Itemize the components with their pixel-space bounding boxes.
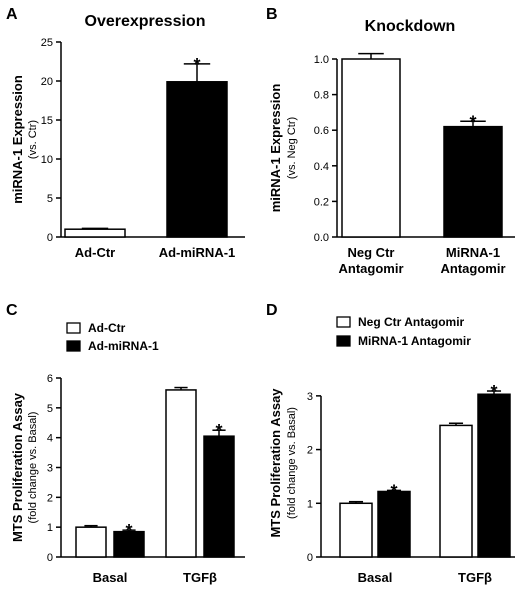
panel-a-y-label: miRNA-1 Expression: [10, 75, 25, 204]
panel-c-legend-label: Ad-Ctr: [88, 321, 126, 335]
panel-a-y-tick-label: 15: [41, 115, 53, 127]
panel-b-bar: [443, 125, 503, 238]
panel-b-y-tick-label: 1.0: [314, 54, 329, 66]
panel-b-x-tick-label: Antagomir: [339, 261, 404, 276]
panel-b-bar: [341, 58, 401, 238]
panel-a-y-tick-label: 5: [47, 193, 53, 205]
panel-c-bar-control: [165, 389, 197, 558]
panel-c-x-tick-label: Basal: [93, 570, 128, 585]
panel-d-y-tick-label: 3: [307, 391, 313, 403]
panel-a-y-tick-label: 20: [41, 76, 53, 88]
panel-c-x-tick-label: TGFβ: [183, 570, 217, 585]
panel-d-bar-control: [339, 502, 373, 558]
panel-b-y-tick-label: 0.2: [314, 196, 329, 208]
panel-d-legend-swatch: [336, 335, 351, 347]
panel-c-y-sublabel: (fold change vs. Basal): [27, 412, 39, 524]
panel-d-x-tick-label: TGFβ: [458, 570, 492, 585]
panel-d-bar-control: [439, 424, 473, 558]
panel-c-y-tick-label: 5: [47, 403, 53, 415]
panel-c-label: C: [6, 302, 18, 319]
panel-a-label: A: [6, 6, 18, 23]
panel-a-bar: [166, 81, 228, 238]
panel-c-y-tick-label: 1: [47, 522, 53, 534]
panel-b-y-label: miRNA-1 Expression: [268, 84, 283, 213]
panel-c-y-tick-label: 4: [47, 433, 53, 445]
panel-d-y-tick-label: 1: [307, 498, 313, 510]
panel-d-label: D: [266, 302, 278, 319]
panel-b-y-tick-label: 0.4: [314, 161, 329, 173]
panel-c-legend-label: Ad-miRNA-1: [88, 339, 159, 353]
panel-a-y-sublabel: (vs. Ctr): [27, 120, 39, 159]
panel-b-x-tick-label: Antagomir: [441, 261, 506, 276]
panel-d-y-sublabel: (fold change vs. Basal): [286, 407, 298, 519]
panel-c-y-tick-label: 6: [47, 373, 53, 385]
panel-b-y-tick-label: 0.0: [314, 232, 329, 244]
panel-b-x-tick-label: Neg Ctr: [348, 245, 395, 260]
panel-d-y-tick-label: 0: [307, 552, 313, 564]
panel-c-y-tick-label: 0: [47, 552, 53, 564]
panel-a-x-tick-label: Ad-miRNA-1: [159, 245, 236, 260]
panel-c-bar-treatment-significance: *: [215, 421, 222, 441]
panel-c-bar-treatment-significance: *: [125, 521, 132, 541]
panel-c-legend-swatch: [66, 340, 81, 352]
panel-a-bar-significance: *: [193, 55, 200, 75]
panel-a-x-tick-label: Ad-Ctr: [75, 245, 115, 260]
panel-d-bar-treatment-significance: *: [490, 382, 497, 402]
panel-c-y-tick-label: 2: [47, 492, 53, 504]
panel-b-y-tick-label: 0.8: [314, 90, 329, 102]
panel-c-bar-treatment: [203, 435, 235, 558]
panel-b-y-tick-label: 0.6: [314, 125, 329, 137]
panel-b-bar-significance: *: [469, 112, 476, 132]
panel-a-bar: [64, 228, 126, 238]
panel-a-title: Overexpression: [85, 13, 206, 30]
panel-d-legend-swatch: [336, 316, 351, 328]
panel-d-y-label: MTS Proliferation Assay: [268, 388, 283, 538]
panel-c-legend-swatch: [66, 322, 81, 334]
panel-d-bar-treatment: [377, 490, 411, 558]
panel-d-bar-treatment: [477, 393, 511, 558]
panel-b-x-tick-label: MiRNA-1: [446, 245, 500, 260]
panel-c-bar-control: [75, 526, 107, 558]
panel-b-label: B: [266, 6, 278, 23]
panel-c-y-tick-label: 3: [47, 463, 53, 475]
panel-a-y-tick-label: 0: [47, 232, 53, 244]
panel-b-title: Knockdown: [365, 18, 456, 35]
panel-b-y-sublabel: (vs. Neg Ctr): [286, 117, 298, 179]
panel-d-legend-label: MiRNA-1 Antagomir: [358, 334, 471, 348]
panel-d-x-tick-label: Basal: [358, 570, 393, 585]
panel-a-y-tick-label: 10: [41, 154, 53, 166]
panel-d-bar-treatment-significance: *: [390, 481, 397, 501]
panel-d-y-tick-label: 2: [307, 445, 313, 457]
panel-c-y-label: MTS Proliferation Assay: [10, 392, 25, 542]
panel-d-legend-label: Neg Ctr Antagomir: [358, 315, 465, 329]
panel-a-y-tick-label: 25: [41, 37, 53, 49]
